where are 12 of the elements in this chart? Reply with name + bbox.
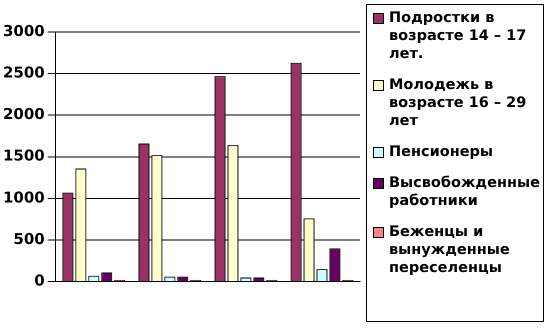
legend-label: Подростки в возрасте 14 – 17 лет. xyxy=(389,9,528,63)
legend-label: Высвобожденные работники xyxy=(389,174,541,210)
y-tick-label: 1000 xyxy=(3,188,45,206)
y-tick-label: 0 xyxy=(34,271,45,290)
y-tick-label: 500 xyxy=(13,230,45,248)
y-tick-label: 2500 xyxy=(3,63,45,82)
legend-label: Беженцы и вынужденные переселенцы xyxy=(389,223,511,277)
y-tick-label: 2000 xyxy=(3,105,45,124)
legend-label: Молодежь в возрасте 16 – 29 лет xyxy=(389,76,528,130)
legend-label: Пенсионеры xyxy=(389,143,494,161)
y-tick-label: 1500 xyxy=(3,146,45,165)
y-tick-label: 3000 xyxy=(3,22,45,40)
